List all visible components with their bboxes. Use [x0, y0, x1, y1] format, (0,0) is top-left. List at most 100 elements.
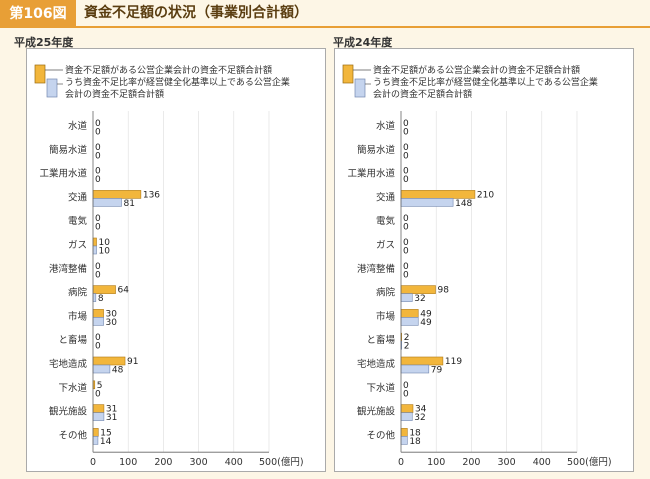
data-label-b: 0 — [95, 175, 101, 185]
bar-series-a — [400, 309, 419, 318]
bar-series-b — [92, 412, 105, 421]
data-label-b: 0 — [95, 128, 101, 138]
chart-panel-h25: 資金不足額がある公営企業会計の資金不足額合計額 うち資金不足比率が経営健全化基準以… — [26, 48, 326, 472]
data-label-b: 81 — [124, 199, 135, 209]
data-label-b: 32 — [414, 294, 425, 304]
category-label: 工業用水道 — [39, 168, 87, 180]
bar-series-a — [400, 404, 414, 413]
bar-series-a — [400, 285, 436, 294]
data-label-b: 18 — [409, 437, 421, 447]
category-label: 簡易水道 — [357, 144, 396, 156]
data-label-a: 49 — [420, 309, 432, 319]
data-label-b: 0 — [403, 247, 409, 257]
x-tick-label: 300 — [498, 457, 516, 468]
category-label: 港湾整備 — [49, 263, 87, 275]
data-label-b: 14 — [100, 437, 112, 447]
category-label: その他 — [58, 429, 87, 441]
data-label-b: 32 — [414, 413, 425, 423]
category-label: その他 — [366, 429, 395, 441]
data-label-a: 64 — [118, 286, 130, 296]
data-label-a: 0 — [95, 119, 101, 129]
category-label: 宅地造成 — [49, 358, 88, 370]
data-label-a: 31 — [106, 405, 117, 415]
category-label: 観光施設 — [357, 406, 396, 418]
category-label: 観光施設 — [49, 406, 88, 418]
bar-series-a — [92, 309, 104, 318]
chart-panel-h24: 資金不足額がある公営企業会計の資金不足額合計額 うち資金不足比率が経営健全化基準以… — [334, 48, 634, 472]
category-label: 病院 — [68, 287, 88, 299]
panel-title-h24: 平成24年度 — [333, 36, 393, 49]
data-label-b: 0 — [403, 389, 409, 399]
data-label-b: 31 — [106, 413, 117, 423]
data-label-a: 136 — [143, 190, 160, 200]
data-label-a: 0 — [403, 238, 409, 248]
legend-label-a: 資金不足額がある公営企業会計の資金不足額合計額 — [65, 64, 272, 76]
legend-label-b-line: 会計の資金不足額合計額 — [65, 88, 164, 100]
data-label-a: 34 — [415, 405, 427, 415]
category-label: 病院 — [376, 287, 396, 299]
bar-series-a — [400, 356, 444, 366]
data-label-a: 0 — [95, 167, 101, 177]
category-label: 簡易水道 — [49, 144, 88, 156]
data-label-a: 5 — [97, 381, 103, 391]
data-label-b: 2 — [404, 342, 410, 352]
x-tick-label: 100 — [119, 457, 137, 468]
x-tick-label: 100 — [427, 457, 445, 468]
bar-series-b — [400, 436, 408, 445]
data-label-a: 119 — [445, 357, 462, 367]
data-label-b: 0 — [95, 389, 101, 399]
legend-swatch-b — [46, 78, 58, 98]
data-label-a: 0 — [403, 262, 409, 272]
x-tick-label: 500(億円) — [567, 456, 612, 468]
bar-chart-h24: 資金不足額がある公営企業会計の資金不足額合計額うち資金不足比率が経営健全化基準以… — [342, 64, 612, 468]
category-label: 交通 — [376, 191, 396, 203]
data-label-a: 98 — [437, 286, 449, 296]
x-tick-label: 400 — [533, 457, 551, 468]
bar-series-b — [400, 364, 430, 374]
bar-series-b — [92, 317, 104, 326]
figure-number-badge: 第106図 — [0, 0, 76, 26]
category-label: と畜場 — [366, 334, 395, 346]
x-tick-label: 300 — [190, 457, 208, 468]
data-label-b: 0 — [403, 128, 409, 138]
data-label-b: 79 — [431, 366, 443, 376]
data-label-b: 0 — [403, 270, 409, 280]
data-label-a: 0 — [95, 262, 101, 272]
category-label: ガス — [68, 240, 87, 251]
category-label: と畜場 — [58, 334, 87, 346]
data-label-b: 148 — [455, 199, 472, 209]
data-label-a: 91 — [127, 357, 138, 367]
data-label-b: 0 — [403, 175, 409, 185]
bar-series-a — [92, 285, 116, 294]
bar-series-b — [92, 364, 111, 374]
data-label-b: 0 — [95, 342, 101, 352]
bar-chart-h25: 資金不足額がある公営企業会計の資金不足額合計額うち資金不足比率が経営健全化基準以… — [34, 64, 304, 468]
data-label-b: 0 — [95, 223, 101, 233]
bar-series-b — [400, 198, 454, 207]
data-label-a: 2 — [404, 333, 410, 343]
legend-swatch-b — [354, 78, 366, 98]
data-label-a: 0 — [403, 143, 409, 153]
bar-series-a — [92, 428, 99, 437]
legend-swatch-a — [34, 64, 46, 84]
bar-series-a — [92, 190, 142, 199]
x-tick-label: 0 — [398, 457, 404, 468]
data-label-a: 0 — [95, 143, 101, 153]
bar-series-b — [92, 293, 97, 302]
data-label-a: 0 — [95, 333, 101, 343]
data-label-b: 0 — [95, 270, 101, 280]
bar-series-b — [92, 245, 97, 255]
data-label-a: 0 — [403, 167, 409, 177]
data-label-b: 10 — [99, 247, 111, 257]
figure-title: 資金不足額の状況（事業別合計額） — [84, 5, 308, 21]
data-label-a: 0 — [403, 214, 409, 224]
category-label: 水道 — [376, 120, 396, 132]
category-label: 電気 — [376, 215, 396, 227]
data-label-a: 210 — [477, 190, 494, 200]
header-rule — [0, 26, 650, 28]
legend-swatch-a — [342, 64, 354, 84]
data-label-a: 10 — [99, 238, 111, 248]
x-tick-label: 200 — [154, 457, 172, 468]
bar-series-a — [92, 356, 126, 366]
legend-label-b-line: うち資金不足比率が経営健全化基準以上である公営企業 — [65, 76, 290, 88]
